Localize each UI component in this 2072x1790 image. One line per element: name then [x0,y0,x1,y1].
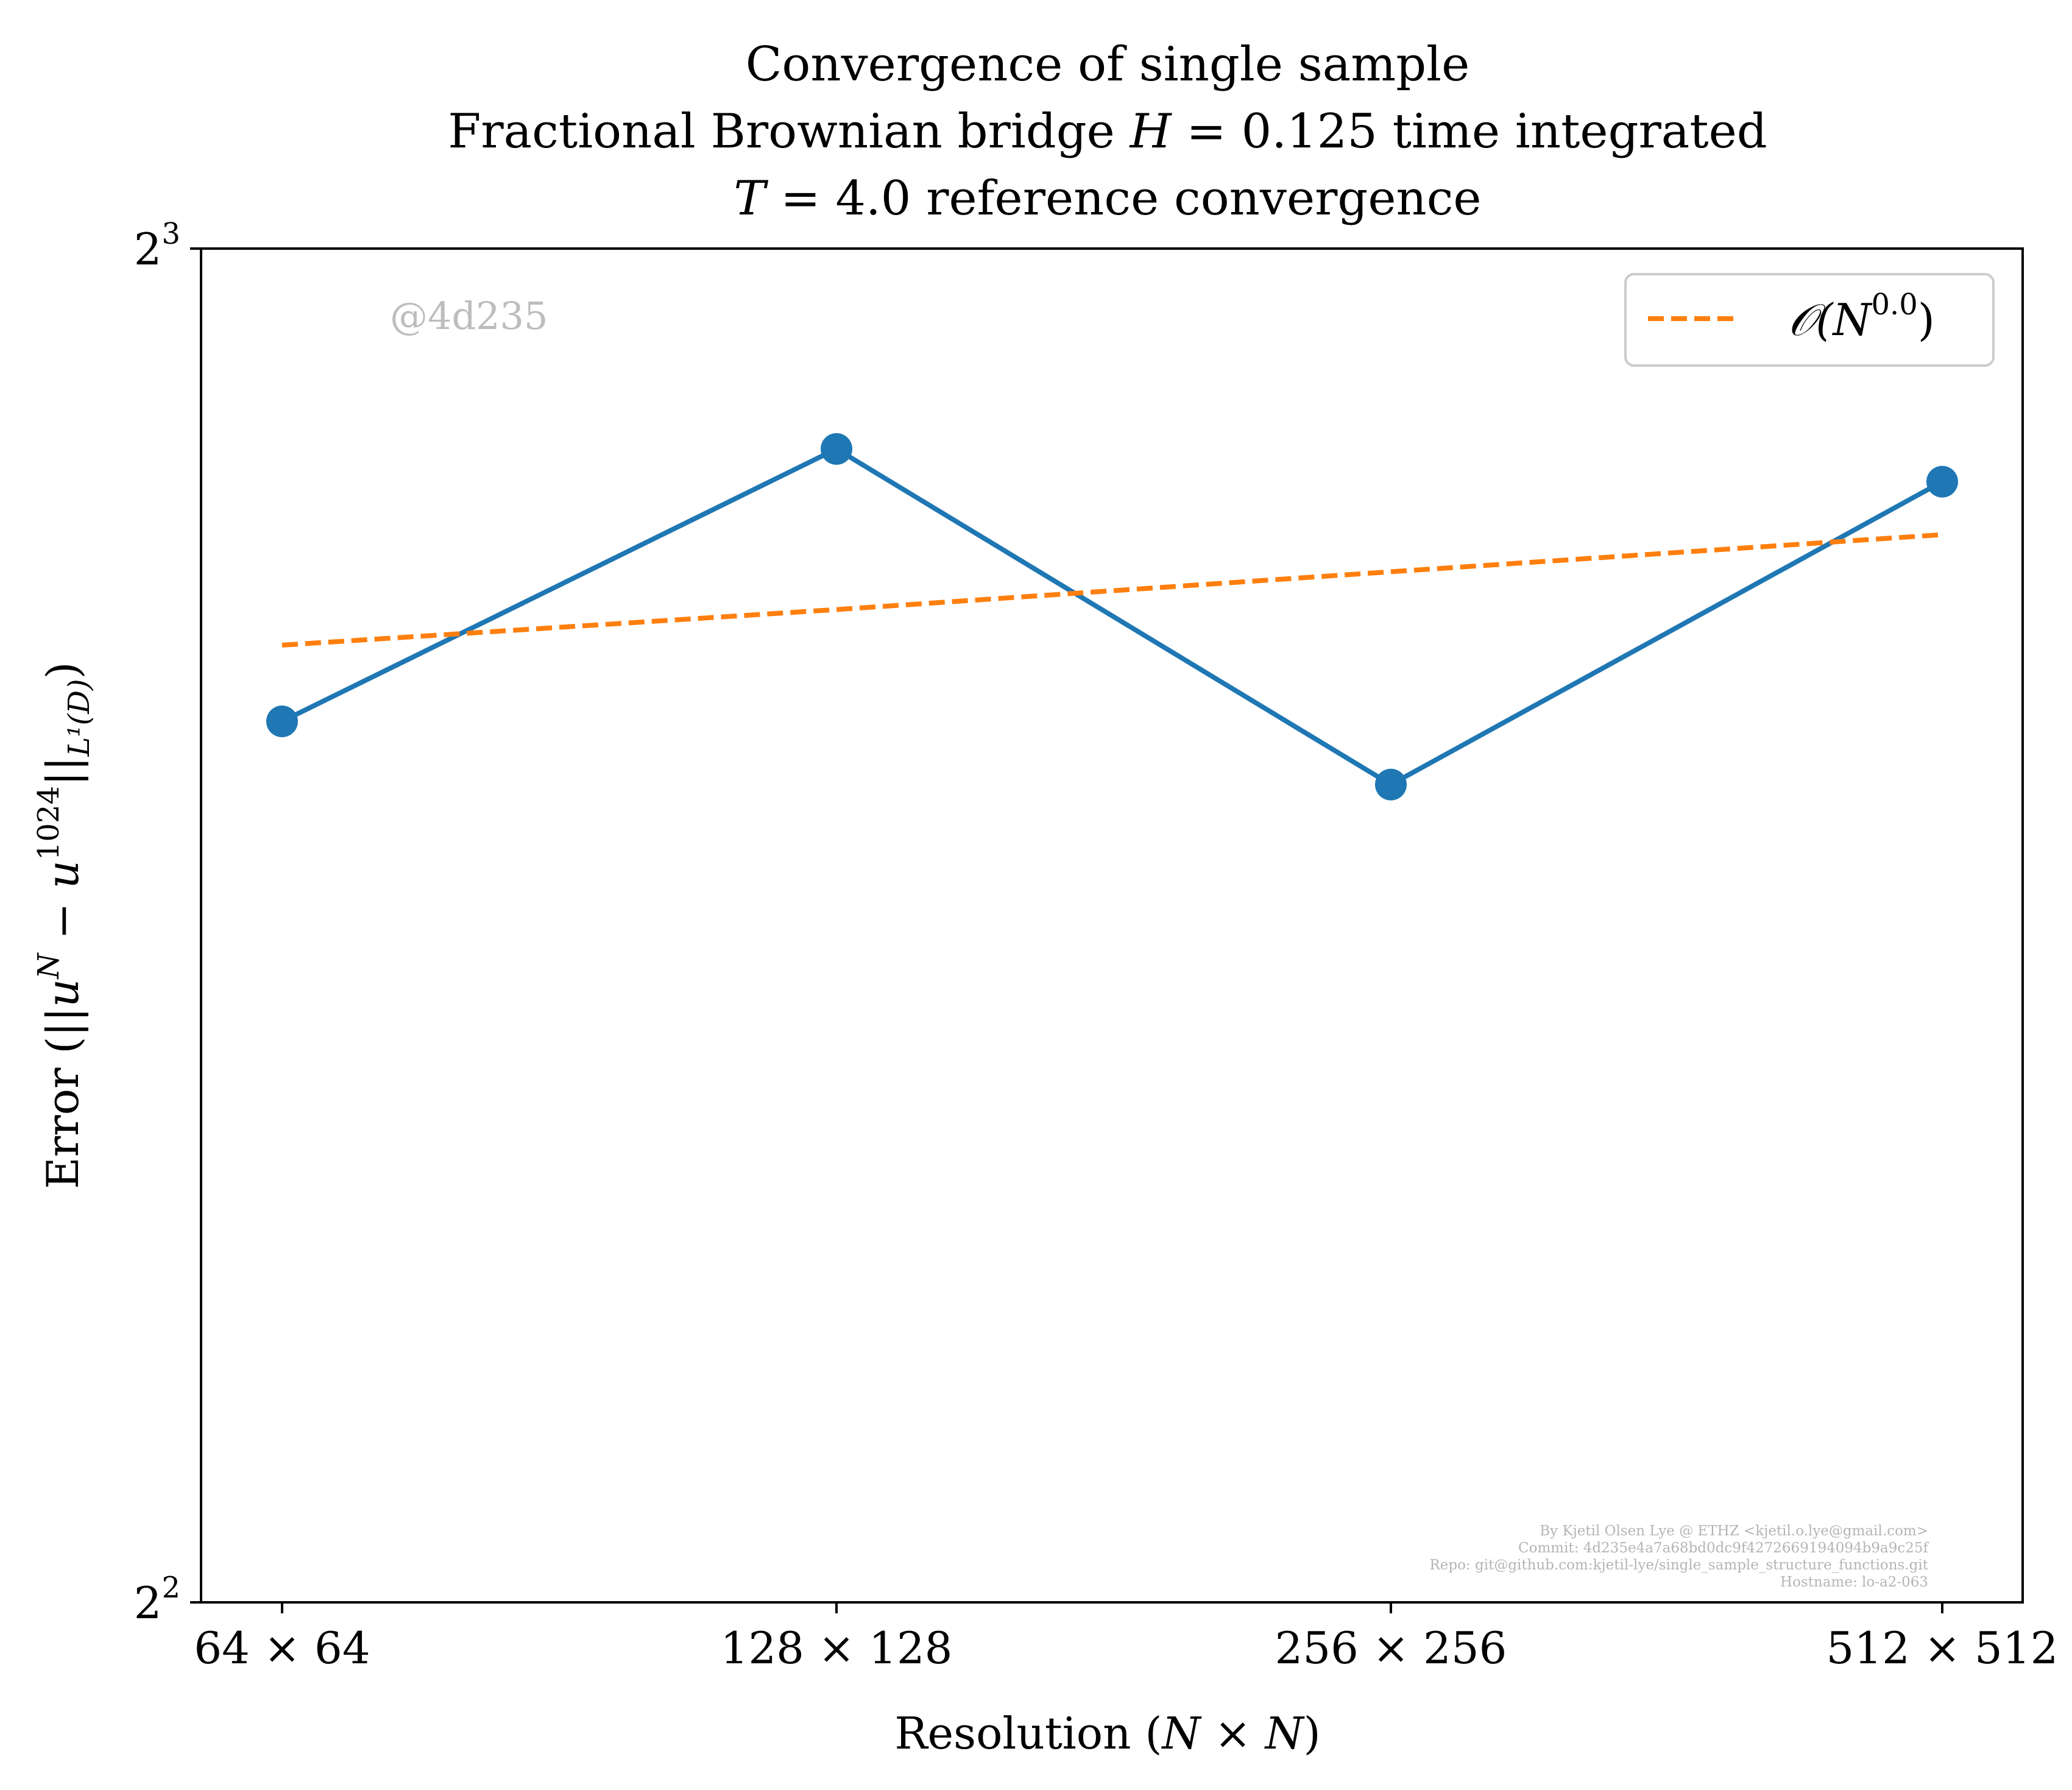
series-line-0 [281,446,1943,787]
legend: 𝒪(N0.0) [1624,273,1995,367]
series-0-point-2 [1375,768,1407,801]
title-line-3: T = 4.0 reference convergence [734,171,1481,226]
x-tick-label-2: 256 × 256 [1275,1622,1507,1674]
series-0-point-3 [1926,465,1958,498]
footer-line-4: Hostname: lo-a2-063 [1780,1574,1928,1590]
y-tick-label-1: 23 [134,217,180,275]
watermark-label: @4d235 [390,294,548,338]
title-line-1: Convergence of single sample [746,37,1470,92]
series-0-point-1 [821,433,852,465]
footer-credits: By Kjetil Olsen Lye @ ETHZ <kjetil.o.lye… [1429,1523,1929,1590]
title-line-2: Fractional Brownian bridge H = 0.125 tim… [448,104,1767,159]
y-tick-label-0: 22 [134,1571,180,1629]
y-axis-label: Error (||uN − u1024||L¹(D)) [32,662,96,1189]
y-axis-ticks: 22 23 [134,217,201,1629]
x-axis-label: Resolution (N × N) [894,1708,1320,1759]
footer-line-2: Commit: 4d235e4a7a68bd0dc9f4272669194094… [1518,1540,1929,1556]
footer-line-1: By Kjetil Olsen Lye @ ETHZ <kjetil.o.lye… [1540,1523,1928,1539]
legend-label-big-o: 𝒪(N0.0) [1788,288,1935,345]
legend-box [1624,273,1995,367]
x-tick-label-1: 128 × 128 [721,1622,953,1674]
x-tick-label-3: 512 × 512 [1826,1622,2059,1674]
x-axis-ticks: 64 × 64 128 × 128 256 × 256 512 × 512 [194,1602,2058,1674]
chart-title: Convergence of single sample Fractional … [448,37,1767,226]
x-tick-label-0: 64 × 64 [194,1622,370,1674]
series-layer [266,433,1958,801]
footer-line-3: Repo: git@github.com:kjetil-lye/single_s… [1429,1557,1928,1573]
series-0-point-0 [266,706,298,738]
plot-area [200,247,2024,1604]
